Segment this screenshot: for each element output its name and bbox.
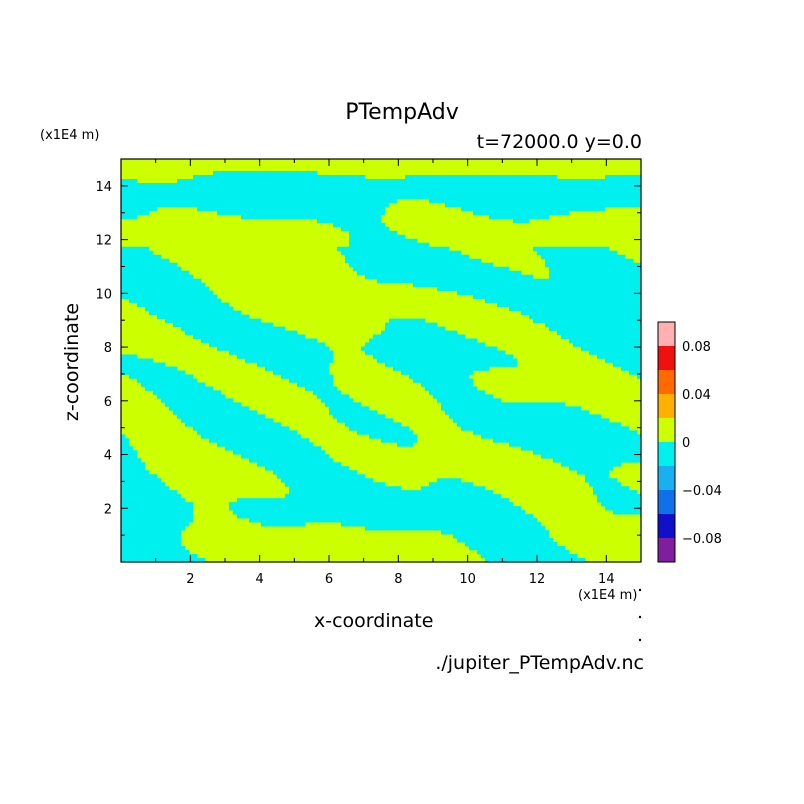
y-tick-label: 6 <box>104 395 112 410</box>
x-tick-label: 14 <box>598 572 615 587</box>
y-tick-label: 2 <box>104 502 112 517</box>
colorbar-segment <box>658 466 675 490</box>
colorbar-segment <box>658 442 675 466</box>
y-tick-label: 10 <box>95 287 112 302</box>
chart-subtitle: t=72000.0 y=0.0 <box>476 131 642 153</box>
colorbar-tick-label: 0.08 <box>682 340 711 355</box>
x-tick-label: 10 <box>459 572 476 587</box>
colorbar-tick-label: −0.08 <box>682 532 722 547</box>
colorbar-tick-label: −0.04 <box>682 484 722 499</box>
colorbar-segment <box>658 394 675 418</box>
x-tick-label: 2 <box>186 572 194 587</box>
y-tick-label: 14 <box>95 180 112 195</box>
x-axis-label: x-coordinate <box>314 610 434 632</box>
y-tick-label: 4 <box>104 449 112 464</box>
marker-dot <box>638 615 642 619</box>
colorbar-segment <box>658 490 675 514</box>
colorbar-segment <box>658 346 675 370</box>
y-axis-unit: (x1E4 m) <box>40 128 100 143</box>
source-filename: ./jupiter_PTempAdv.nc <box>435 652 644 674</box>
colorbar-segment <box>658 418 675 442</box>
x-tick-label: 12 <box>529 572 546 587</box>
colorbar-tick-label: 0 <box>682 436 690 451</box>
colorbar-segment <box>658 370 675 394</box>
x-tick-label: 6 <box>325 572 333 587</box>
y-tick-label: 8 <box>104 341 112 356</box>
x-axis-unit: (x1E4 m) <box>578 588 638 603</box>
marker-dot <box>638 588 642 592</box>
colorbar-segment <box>658 514 675 538</box>
marker-dot <box>638 638 642 642</box>
colorbar-segment <box>658 538 675 562</box>
y-tick-label: 12 <box>95 234 112 249</box>
colorbar-tick-label: 0.04 <box>682 388 711 403</box>
negative-region <box>121 170 642 563</box>
chart-title: PTempAdv <box>345 100 459 125</box>
x-tick-label: 4 <box>256 572 264 587</box>
colorbar-segment <box>658 322 675 346</box>
x-tick-label: 8 <box>394 572 402 587</box>
plot-frame <box>120 158 642 563</box>
colorbar-frame <box>657 321 676 563</box>
